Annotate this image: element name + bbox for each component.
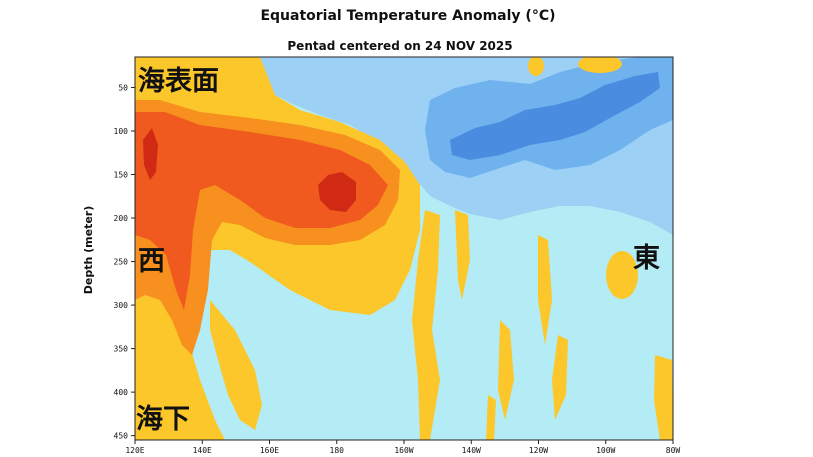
x-tick-label: 140W [462,446,481,455]
warm-streak-east-3 [538,235,552,345]
y-axis: 50 100 150 200 250 300 350 400 450 [114,83,135,441]
annotation-surface: 海表面 [138,66,219,97]
y-tick-label: 300 [114,301,129,310]
y-tick-label: 450 [114,432,129,441]
x-tick-label: 120W [529,446,548,455]
warm-streak-east-2 [498,320,514,420]
y-tick-label: 250 [114,258,129,267]
x-tick-label: 160E [260,446,279,455]
x-tick-label: 100W [596,446,615,455]
x-tick-label: 140E [193,446,212,455]
y-tick-label: 50 [118,83,128,92]
warm-blob-east [606,251,638,299]
warm-streak-west [210,300,262,430]
y-tick-label: 150 [114,171,129,180]
warm-blob-surface-east [578,57,622,73]
warm-region-red-orange [135,112,388,310]
cool-region-core [450,72,660,160]
x-tick-label: 180 [330,446,345,455]
annotation-deep: 海下 [136,404,190,435]
y-tick-label: 100 [114,127,129,136]
warm-streak-east-1 [455,210,470,300]
y-axis-label: Depth (meter) [82,206,95,295]
x-tick-label: 80W [666,446,681,455]
x-tick-label: 160W [394,446,413,455]
chart-title: Equatorial Temperature Anomaly (°C) [260,8,555,24]
warm-blob-surface-mid [528,57,544,76]
y-tick-label: 350 [114,345,129,354]
warm-streak-central [412,210,440,440]
warm-spot-west [143,128,158,180]
chart-subtitle: Pentad centered on 24 NOV 2025 [287,39,512,53]
warm-streak-east-4 [552,335,568,420]
y-tick-label: 200 [114,214,129,223]
warm-streak-east-6 [486,395,496,440]
annotation-east: 東 [633,243,660,274]
warm-streak-east-5 [654,355,673,440]
warm-region-deep-red [318,172,356,212]
annotation-west: 西 [138,246,165,277]
y-tick-label: 400 [114,388,129,397]
x-axis: 120E 140E 160E 180 160W 140W 120W 100W 80W [125,440,680,455]
x-tick-label: 120E [125,446,144,455]
plot-area [135,57,673,440]
